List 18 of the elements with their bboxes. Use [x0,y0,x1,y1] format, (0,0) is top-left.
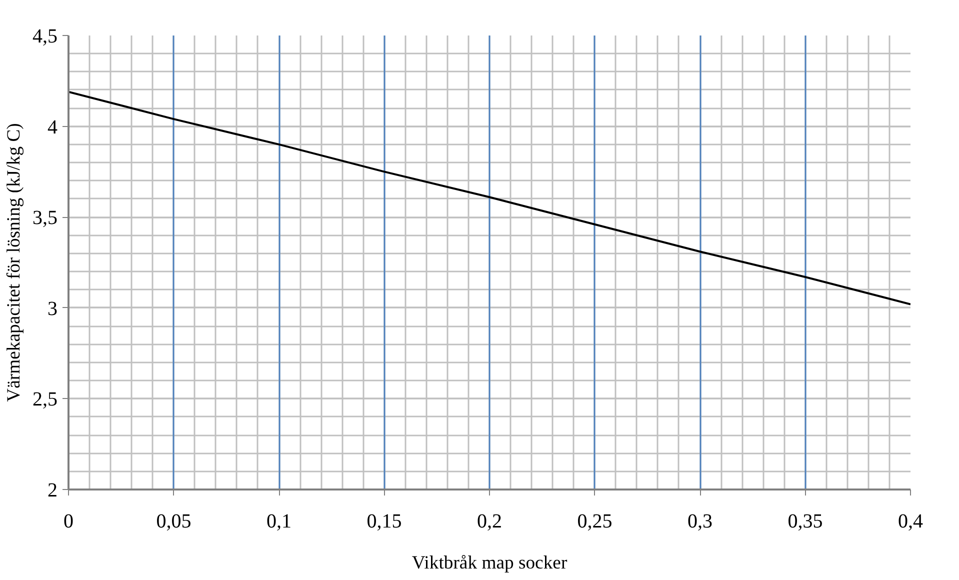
x-tick-label: 0,25 [577,510,612,532]
y-tick-label: 4,5 [32,26,58,48]
x-tick-label: 0,3 [688,510,712,532]
y-tick-label: 2 [48,480,58,502]
line-series [68,90,910,306]
y-tick-label: 2,5 [32,388,58,411]
x-tick-label: 0 [64,510,74,532]
y-tick-label: 3,5 [32,207,58,230]
x-axis-title: Viktbråk map socker [412,552,568,574]
x-tick-label: 0,05 [156,510,192,532]
x-tick-label: 0,2 [477,510,502,532]
y-tick-label: 4 [48,116,58,138]
y-axis-title: Värmekapacitet för lösning (kJ/kg C) [4,123,24,402]
y-tick-label: 3 [48,298,58,320]
x-tick-label: 0,1 [266,510,292,532]
x-tick-label: 0,15 [366,510,402,532]
x-tick-label: 0,35 [788,510,823,532]
x-tick-label: 0,4 [898,510,923,532]
